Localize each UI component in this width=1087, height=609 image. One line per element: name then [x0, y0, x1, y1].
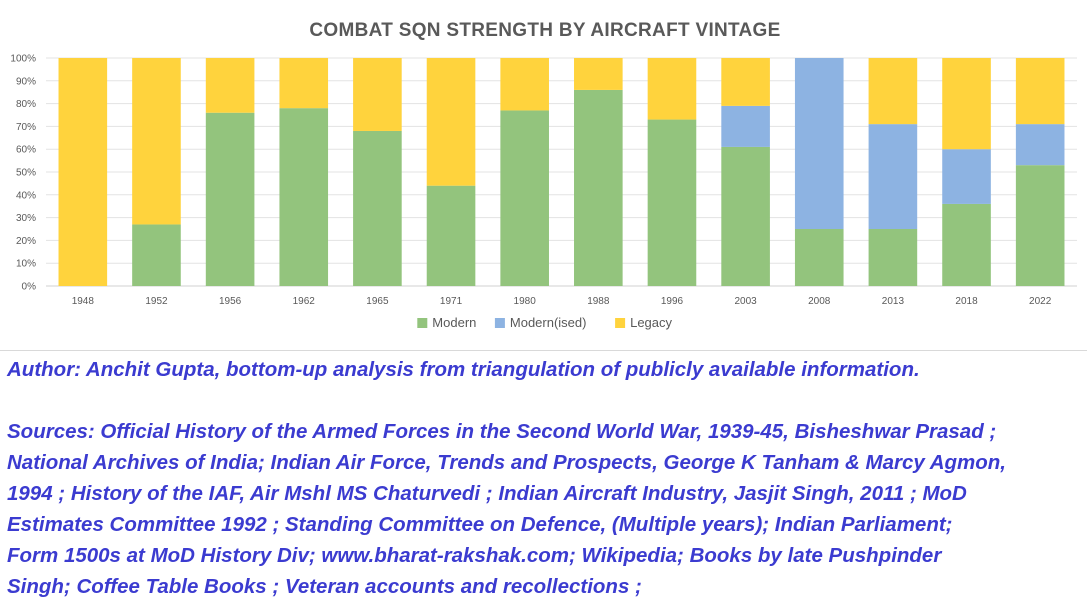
bar-segment-modern-ised — [942, 149, 991, 204]
x-tick-label: 1948 — [72, 296, 95, 307]
author-note: Author: Anchit Gupta, bottom-up analysis… — [7, 358, 920, 381]
sources-line: Estimates Committee 1992 ; Standing Comm… — [7, 513, 953, 536]
y-tick-label: 40% — [16, 190, 36, 201]
sources-line: Singh; Coffee Table Books ; Veteran acco… — [7, 575, 642, 598]
y-tick-label: 70% — [16, 122, 36, 133]
y-tick-label: 10% — [16, 259, 36, 270]
y-tick-label: 20% — [16, 236, 36, 247]
bar-segment-modern — [132, 224, 181, 286]
y-tick-label: 80% — [16, 99, 36, 110]
bar-segment-modern-ised — [1015, 124, 1065, 166]
bar-segment-modern — [1015, 165, 1065, 286]
bar-segment-modern — [426, 185, 476, 286]
x-tick-label: 2013 — [882, 296, 905, 307]
bar-segment-modern — [574, 89, 623, 286]
legend-label: Legacy — [630, 315, 672, 330]
x-tick-label: 2022 — [1029, 296, 1052, 307]
bar-segment-modern — [500, 110, 549, 286]
bar-segment-modern-ised — [721, 105, 770, 147]
chart-container: COMBAT SQN STRENGTH BY AIRCRAFT VINTAGE … — [0, 20, 1087, 351]
y-tick-label: 90% — [16, 76, 36, 87]
legend-swatch — [494, 318, 505, 328]
y-tick-label: 50% — [16, 168, 36, 179]
bar-segment-modern — [205, 112, 255, 286]
y-tick-label: 100% — [10, 54, 36, 65]
bar-segment-legacy — [1015, 58, 1065, 125]
x-tick-label: 1971 — [440, 296, 463, 307]
legend-swatch — [417, 318, 428, 328]
chart-title: COMBAT SQN STRENGTH BY AIRCRAFT VINTAGE — [309, 20, 780, 41]
sources-line: National Archives of India; Indian Air F… — [7, 451, 1007, 474]
bar-segment-legacy — [279, 58, 329, 109]
bar-segment-legacy — [353, 58, 402, 131]
bar-segment-legacy — [942, 58, 991, 150]
bar-segment-legacy — [721, 58, 770, 106]
x-tick-label: 2003 — [734, 296, 757, 307]
sources-line: 1994 ; History of the IAF, Air Mshl MS C… — [7, 482, 967, 505]
bar-segment-modern — [721, 146, 770, 286]
bar-segment-modern — [868, 229, 918, 286]
bar-segment-legacy — [426, 58, 476, 186]
x-tick-label: 1980 — [514, 296, 537, 307]
bar-segment-modern-ised — [868, 124, 918, 229]
x-tick-label: 1962 — [293, 296, 316, 307]
bar-segment-legacy — [574, 58, 623, 90]
bar-segment-modern — [794, 229, 844, 286]
bar-segment-modern — [279, 108, 329, 286]
legend-label: Modern — [432, 315, 476, 330]
bar-segment-legacy — [58, 58, 108, 286]
x-tick-label: 1952 — [145, 296, 168, 307]
x-tick-label: 1996 — [661, 296, 684, 307]
stacked-bar-chart: COMBAT SQN STRENGTH BY AIRCRAFT VINTAGE … — [10, 20, 1077, 330]
x-tick-label: 2018 — [955, 296, 978, 307]
legend-swatch — [615, 318, 626, 328]
sources-line: Sources: Official History of the Armed F… — [7, 420, 997, 443]
x-tick-label: 1956 — [219, 296, 242, 307]
bar-segment-modern — [942, 203, 991, 286]
y-tick-label: 60% — [16, 145, 36, 156]
legend-label: Modern(ised) — [510, 315, 587, 330]
notes-section: Author: Anchit Gupta, bottom-up analysis… — [7, 354, 1087, 602]
y-tick-label: 30% — [16, 213, 36, 224]
bar-segment-modern-ised — [794, 58, 844, 229]
bar-segment-modern — [353, 130, 402, 286]
bar-segment-legacy — [205, 58, 255, 113]
bar-segment-modern — [647, 119, 697, 286]
bar-segment-legacy — [647, 58, 697, 120]
bar-segment-legacy — [500, 58, 549, 111]
x-tick-label: 2008 — [808, 296, 831, 307]
x-tick-label: 1965 — [366, 296, 389, 307]
y-tick-label: 0% — [22, 282, 37, 293]
x-tick-label: 1988 — [587, 296, 610, 307]
bar-segment-legacy — [868, 58, 918, 125]
sources-line: Form 1500s at MoD History Div; www.bhara… — [7, 544, 942, 567]
bar-segment-legacy — [132, 58, 181, 225]
